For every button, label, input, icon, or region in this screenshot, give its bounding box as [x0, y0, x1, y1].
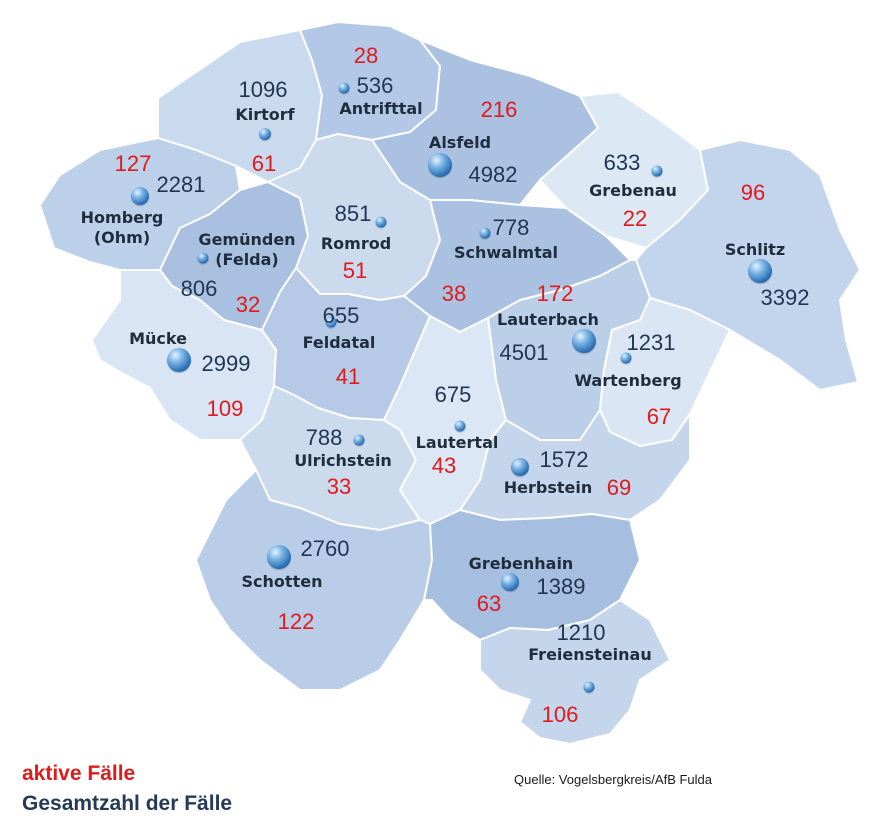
homberg-active: 127	[114, 151, 152, 176]
schwalmtal-name: Schwalmtal	[453, 243, 559, 262]
grebenau-total: 633	[603, 150, 641, 175]
lautertal-active: 43	[431, 453, 457, 478]
wartenberg-marker-icon[interactable]	[620, 352, 632, 364]
schotten-total: 2760	[300, 536, 350, 561]
schwalmtal-total: 778	[492, 215, 530, 240]
schotten-name: Schotten	[241, 572, 323, 591]
schotten-active: 122	[277, 609, 315, 634]
grebenhain-marker-icon[interactable]	[501, 573, 519, 591]
schlitz-name: Schlitz	[724, 240, 786, 259]
herbstein-total: 1572	[539, 447, 589, 472]
homberg-total: 2281	[156, 172, 206, 197]
ulrichstein-name: Ulrichstein	[294, 451, 392, 470]
lautertal-name: Lautertal	[415, 433, 499, 452]
schlitz-marker-icon[interactable]	[748, 259, 772, 283]
grebenhain-active: 63	[476, 591, 502, 616]
schlitz-active: 96	[740, 180, 766, 205]
muecke-total: 2999	[201, 351, 251, 376]
kirtorf-name: Kirtorf	[235, 105, 295, 124]
alsfeld-total: 4982	[468, 162, 518, 187]
grebenhain-total: 1389	[536, 574, 586, 599]
wartenberg-name: Wartenberg	[574, 371, 682, 390]
gemuenden-total: 806	[180, 276, 218, 301]
ulrichstein-total: 788	[305, 425, 343, 450]
legend-total-label: Gesamtzahl der Fälle	[22, 792, 233, 815]
source-note: Quelle: Vogelsbergkreis/AfB Fulda	[514, 772, 712, 787]
antrifttal-name: Antrifttal	[339, 99, 423, 118]
antrifttal-active: 28	[353, 43, 379, 68]
schotten-marker-icon[interactable]	[267, 545, 291, 569]
lautertal-marker-icon[interactable]	[454, 420, 466, 432]
ulrichstein-marker-icon[interactable]	[353, 434, 365, 446]
schlitz-total: 3392	[760, 285, 810, 310]
alsfeld-active: 216	[480, 97, 518, 122]
region-schlitz[interactable]	[635, 139, 861, 391]
alsfeld-marker-icon[interactable]	[428, 153, 452, 177]
wartenberg-total: 1231	[626, 330, 676, 355]
kirtorf-marker-icon[interactable]	[259, 128, 271, 140]
muecke-name: Mücke	[129, 329, 187, 348]
herbstein-marker-icon[interactable]	[511, 458, 529, 476]
grebenau-marker-icon[interactable]	[651, 165, 663, 177]
romrod-total: 851	[334, 201, 372, 226]
antrifttal-marker-icon[interactable]	[338, 82, 350, 94]
lauterbach-name: Lauterbach	[497, 310, 599, 329]
legend-active-label: aktive Fälle	[22, 762, 136, 785]
ulrichstein-active: 33	[326, 474, 352, 499]
muecke-marker-icon[interactable]	[167, 348, 191, 372]
romrod-marker-icon[interactable]	[375, 216, 387, 228]
feldatal-marker-icon[interactable]	[325, 316, 337, 328]
lauterbach-marker-icon[interactable]	[572, 329, 596, 353]
freiensteinau-active: 106	[541, 702, 579, 727]
lautertal-total: 675	[434, 382, 472, 407]
lauterbach-total: 4501	[499, 340, 549, 365]
gemuenden-name: Gemünden (Felda)	[198, 230, 296, 269]
feldatal-name: Feldatal	[302, 333, 376, 352]
kirtorf-total: 1096	[238, 77, 288, 102]
freiensteinau-total: 1210	[556, 620, 606, 645]
gemuenden-active: 32	[235, 292, 261, 317]
lauterbach-active: 172	[536, 281, 574, 306]
antrifttal-total: 536	[356, 73, 394, 98]
muecke-active: 109	[206, 396, 244, 421]
homberg-name: Homberg (Ohm)	[80, 208, 164, 247]
feldatal-active: 41	[335, 364, 361, 389]
schwalmtal-marker-icon[interactable]	[479, 227, 491, 239]
schwalmtal-active: 38	[441, 281, 467, 306]
feldatal-total: 655	[322, 303, 360, 328]
grebenau-active: 22	[622, 206, 648, 231]
gemuenden-marker-icon[interactable]	[197, 252, 209, 264]
region-freiensteinau[interactable]	[479, 599, 671, 745]
grebenhain-name: Grebenhain	[468, 554, 574, 573]
herbstein-name: Herbstein	[503, 478, 593, 497]
wartenberg-active: 67	[646, 404, 672, 429]
freiensteinau-marker-icon[interactable]	[583, 681, 595, 693]
romrod-active: 51	[342, 258, 368, 283]
kirtorf-active: 61	[251, 151, 277, 176]
alsfeld-name: Alsfeld	[428, 133, 492, 152]
romrod-name: Romrod	[320, 234, 392, 253]
freiensteinau-name: Freiensteinau	[528, 645, 652, 664]
homberg-marker-icon[interactable]	[131, 187, 149, 205]
grebenau-name: Grebenau	[589, 181, 677, 200]
herbstein-active: 69	[606, 475, 632, 500]
